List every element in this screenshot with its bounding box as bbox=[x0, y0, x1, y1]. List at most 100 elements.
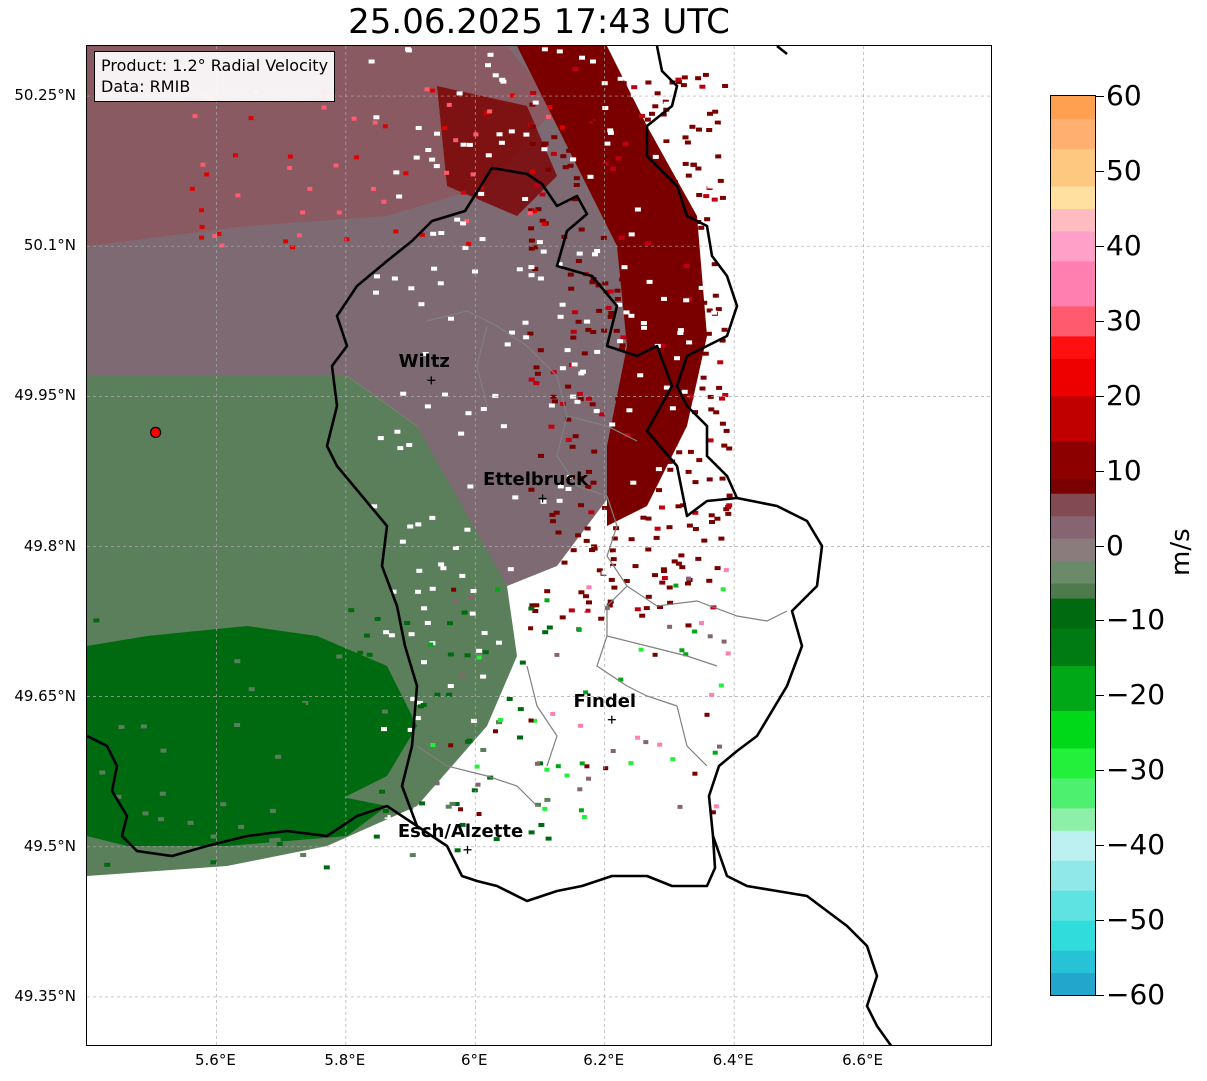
velocity-pixel bbox=[381, 813, 388, 818]
velocity-pixel bbox=[584, 608, 591, 613]
velocity-pixel bbox=[540, 249, 547, 254]
velocity-pixel bbox=[698, 225, 705, 230]
velocity-pixel bbox=[440, 566, 447, 571]
velocity-pixel bbox=[140, 724, 147, 729]
velocity-pixel bbox=[605, 305, 612, 310]
velocity-pixel bbox=[104, 862, 111, 867]
velocity-pixel bbox=[438, 231, 445, 235]
velocity-pixel bbox=[677, 331, 684, 335]
velocity-pixel bbox=[87, 726, 94, 731]
velocity-pixel bbox=[565, 437, 572, 442]
velocity-pixel bbox=[680, 503, 687, 508]
velocity-pixel bbox=[611, 536, 618, 541]
velocity-pixel bbox=[601, 328, 608, 333]
velocity-pixel bbox=[619, 84, 626, 89]
velocity-pixel bbox=[717, 744, 722, 749]
colorbar-band bbox=[1051, 358, 1095, 397]
velocity-pixel bbox=[622, 142, 629, 147]
velocity-pixel bbox=[336, 210, 342, 215]
velocity-pixel bbox=[157, 766, 164, 771]
velocity-pixel bbox=[480, 748, 487, 752]
velocity-pixel bbox=[602, 281, 609, 286]
velocity-pixel bbox=[630, 93, 637, 98]
velocity-pixel bbox=[647, 302, 654, 307]
lon-tick-label: 6°E bbox=[461, 1051, 488, 1069]
velocity-pixel bbox=[623, 292, 630, 296]
velocity-pixel bbox=[623, 210, 630, 215]
velocity-pixel bbox=[550, 394, 557, 399]
velocity-pixel bbox=[709, 692, 715, 697]
velocity-pixel bbox=[681, 389, 688, 394]
velocity-pixel bbox=[676, 80, 682, 85]
velocity-pixel bbox=[545, 114, 551, 119]
velocity-pixel bbox=[667, 356, 674, 361]
velocity-pixel bbox=[717, 178, 724, 183]
lon-tick-label: 5.8°E bbox=[324, 1051, 366, 1069]
velocity-pixel bbox=[645, 547, 652, 552]
velocity-pixel bbox=[647, 325, 654, 330]
colorbar-band bbox=[1051, 830, 1095, 861]
velocity-pixel bbox=[682, 302, 689, 307]
velocity-pixel bbox=[607, 289, 614, 294]
velocity-pixel bbox=[296, 758, 303, 763]
velocity-pixel bbox=[471, 788, 478, 793]
velocity-pixel bbox=[578, 227, 585, 232]
velocity-pixel bbox=[529, 102, 536, 107]
velocity-pixel bbox=[622, 629, 629, 634]
velocity-pixel bbox=[624, 787, 631, 792]
colorbar-band bbox=[1051, 560, 1095, 584]
velocity-pixel bbox=[645, 594, 652, 599]
velocity-pixel bbox=[415, 126, 422, 130]
velocity-pixel bbox=[620, 335, 627, 340]
velocity-pixel bbox=[152, 774, 159, 779]
radar-map[interactable] bbox=[86, 45, 992, 1046]
velocity-pixel bbox=[656, 488, 662, 493]
velocity-pixel bbox=[689, 124, 696, 129]
velocity-pixel bbox=[619, 562, 626, 567]
velocity-pixel bbox=[158, 817, 164, 822]
velocity-pixel bbox=[712, 750, 718, 755]
velocity-pixel bbox=[608, 577, 615, 582]
velocity-pixel bbox=[403, 171, 409, 176]
velocity-pixel bbox=[322, 713, 329, 718]
colorbar-band bbox=[1051, 538, 1095, 562]
velocity-pixel bbox=[235, 193, 241, 198]
velocity-pixel bbox=[569, 444, 576, 449]
velocity-pixel bbox=[528, 273, 535, 278]
velocity-pixel bbox=[649, 457, 656, 462]
colorbar-band bbox=[1051, 335, 1095, 359]
velocity-pixel bbox=[469, 611, 476, 616]
velocity-pixel bbox=[323, 865, 330, 870]
velocity-pixel bbox=[556, 262, 563, 267]
velocity-pixel bbox=[661, 296, 667, 301]
velocity-pixel bbox=[695, 166, 702, 171]
lon-tick-label: 6.2°E bbox=[583, 1051, 625, 1069]
velocity-pixel bbox=[547, 105, 553, 109]
colorbar-tick bbox=[1096, 920, 1104, 922]
velocity-pixel bbox=[351, 116, 357, 121]
velocity-pixel bbox=[564, 348, 571, 353]
velocity-pixel bbox=[528, 208, 535, 213]
colorbar-band bbox=[1051, 118, 1095, 150]
velocity-pixel bbox=[725, 511, 732, 516]
velocity-pixel bbox=[562, 165, 569, 170]
velocity-pixel bbox=[715, 307, 722, 312]
velocity-pixel bbox=[609, 171, 616, 176]
velocity-pixel bbox=[639, 613, 646, 618]
velocity-pixel bbox=[250, 796, 257, 801]
velocity-pixel bbox=[656, 392, 663, 397]
velocity-pixel bbox=[619, 600, 626, 605]
velocity-pixel bbox=[709, 520, 715, 524]
velocity-pixel bbox=[576, 627, 582, 632]
velocity-pixel bbox=[586, 600, 592, 605]
velocity-pixel bbox=[601, 199, 608, 204]
velocity-pixel bbox=[542, 605, 549, 610]
velocity-pixel bbox=[550, 618, 557, 623]
velocity-pixel bbox=[400, 391, 407, 396]
radar-site-marker[interactable] bbox=[149, 426, 162, 438]
velocity-pixel bbox=[274, 837, 281, 842]
velocity-pixel bbox=[290, 245, 296, 250]
velocity-pixel bbox=[606, 78, 613, 82]
velocity-pixel bbox=[720, 725, 726, 730]
velocity-pixel bbox=[442, 126, 448, 131]
